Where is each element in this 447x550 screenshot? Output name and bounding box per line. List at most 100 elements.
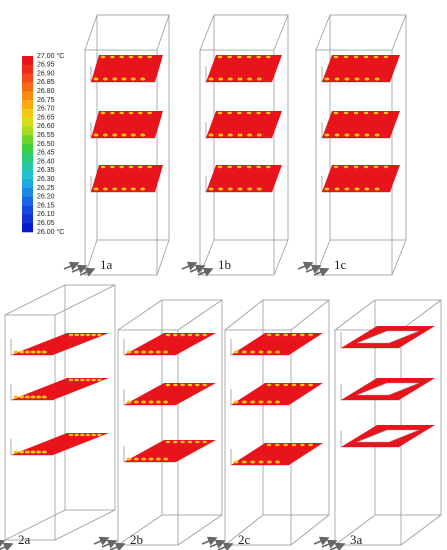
colorbar-label: 26.50 [37, 141, 55, 148]
vent [363, 55, 369, 59]
slab [91, 165, 163, 192]
vent [102, 77, 108, 81]
colorbar-swatch [22, 64, 33, 74]
colorbar-label: 26.85 [37, 79, 55, 86]
colorbar-label: 26.30 [37, 176, 55, 183]
box-edge [262, 299, 330, 516]
colorbar-swatch [22, 205, 33, 215]
vent [85, 433, 91, 437]
panel-label: 1a [100, 257, 113, 272]
colorbar-swatch [22, 56, 33, 66]
vent [163, 400, 169, 404]
vent [374, 133, 380, 137]
vent [258, 400, 264, 404]
vent [30, 450, 36, 454]
colorbar-label: 26.25 [37, 185, 55, 192]
slab [11, 378, 109, 400]
vent [13, 395, 19, 399]
vent [343, 111, 349, 115]
vent [126, 350, 132, 354]
vent [148, 457, 154, 461]
box-edge [156, 239, 170, 276]
box-edge [54, 284, 116, 316]
vent [373, 111, 379, 115]
vent [246, 55, 252, 59]
colorbar-swatch [22, 117, 33, 127]
box-edge [400, 299, 442, 331]
vent [85, 333, 91, 337]
vent [74, 378, 79, 382]
vent [246, 111, 252, 115]
vent [227, 165, 232, 169]
box-edge [64, 284, 116, 511]
vent [80, 333, 85, 337]
vent [353, 55, 359, 59]
vent [283, 383, 288, 387]
colorbar-swatch [22, 214, 33, 224]
vent [110, 111, 115, 115]
vent [85, 378, 91, 382]
flow-arrow [181, 261, 198, 271]
vent [163, 457, 169, 461]
colorbar-label: 26.45 [37, 150, 55, 157]
vent [91, 378, 96, 382]
tower: 2c [201, 299, 330, 550]
vent [266, 460, 272, 464]
vent [233, 400, 239, 404]
colorbar-label: 26.65 [37, 114, 55, 121]
vent [233, 460, 239, 464]
colorbar-swatch [22, 144, 33, 154]
tower: 1b [181, 14, 289, 277]
vent [138, 55, 143, 59]
flow-arrow [305, 264, 322, 274]
slab [206, 165, 282, 192]
flow-arrow [93, 536, 110, 546]
slab [206, 111, 282, 138]
vent [237, 165, 242, 169]
vent [250, 400, 256, 404]
vent [233, 350, 239, 354]
vent [163, 350, 169, 354]
colorbar-swatch [22, 170, 33, 180]
vent [68, 378, 74, 382]
vent [110, 165, 115, 169]
vent [247, 187, 253, 191]
vent [165, 383, 171, 387]
vent [308, 333, 313, 337]
box-edge [374, 299, 442, 516]
flow-arrow [0, 539, 6, 549]
colorbar-label: 26.60 [37, 123, 55, 130]
vent [354, 187, 360, 191]
vent [173, 440, 178, 444]
slab [91, 55, 163, 82]
vent [353, 111, 359, 115]
box-edge [199, 14, 215, 51]
vent [217, 165, 223, 169]
box-edge [4, 284, 66, 316]
vent [300, 383, 305, 387]
vent [165, 440, 171, 444]
colorbar-label: 26.15 [37, 202, 55, 209]
vent [208, 133, 214, 137]
tower: 3a [313, 299, 442, 550]
vent [41, 350, 47, 354]
box-edge [4, 509, 66, 541]
vent [256, 55, 261, 59]
vent [148, 400, 154, 404]
vent [140, 77, 146, 81]
vent [237, 187, 243, 191]
vent [373, 55, 379, 59]
vent [227, 77, 233, 81]
vent [308, 383, 313, 387]
vent [258, 350, 264, 354]
vent [68, 333, 74, 337]
vent [128, 165, 134, 169]
vent [173, 333, 178, 337]
vent [266, 165, 271, 169]
vent [275, 400, 281, 404]
vent [237, 133, 243, 137]
vent [100, 55, 106, 59]
slab [124, 440, 216, 462]
colorbar-swatch [22, 100, 33, 110]
vent [126, 457, 132, 461]
